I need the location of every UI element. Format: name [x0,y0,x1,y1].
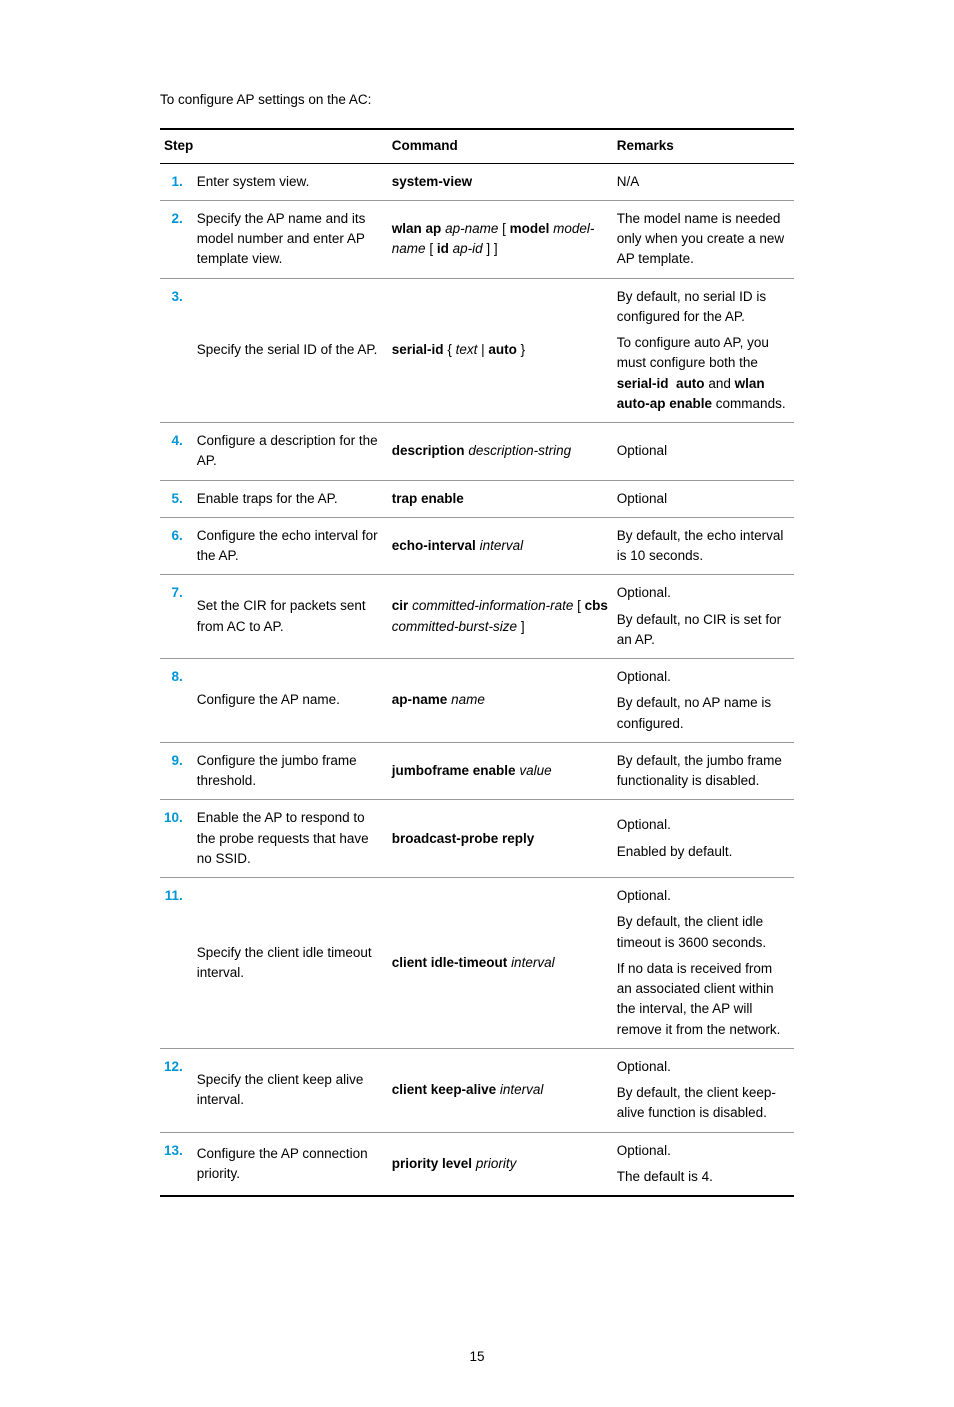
table-row: 12.Specify the client keep alive interva… [160,1048,794,1132]
intro-text: To configure AP settings on the AC: [160,90,794,110]
step-description: Enter system view. [193,163,388,200]
step-remarks: Optional [613,480,794,517]
step-remarks: The model name is needed only when you c… [613,200,794,278]
step-remarks: By default, the echo interval is 10 seco… [613,517,794,575]
step-remarks: Optional.By default, no CIR is set for a… [613,575,794,659]
step-description: Configure the jumbo frame threshold. [193,742,388,800]
page-number: 15 [160,1347,794,1367]
step-description: Set the CIR for packets sent from AC to … [193,575,388,659]
table-row: 4.Configure a description for the AP.des… [160,423,794,481]
step-number: 5. [160,480,193,517]
step-number: 8. [160,659,193,743]
step-number: 2. [160,200,193,278]
step-number: 13. [160,1132,193,1196]
table-row: 13.Configure the AP connection priority.… [160,1132,794,1196]
step-description: Specify the serial ID of the AP. [193,278,388,423]
table-row: 10.Enable the AP to respond to the probe… [160,800,794,878]
table-row: 3.Specify the serial ID of the AP.serial… [160,278,794,423]
step-description: Configure the AP name. [193,659,388,743]
step-remarks: Optional [613,423,794,481]
step-remarks: Optional.By default, the client idle tim… [613,878,794,1049]
step-number: 7. [160,575,193,659]
step-command: echo-interval interval [388,517,613,575]
header-step: Step [160,129,388,163]
step-number: 6. [160,517,193,575]
step-command: trap enable [388,480,613,517]
table-row: 5.Enable traps for the AP.trap enableOpt… [160,480,794,517]
step-description: Specify the client idle timeout interval… [193,878,388,1049]
step-remarks: By default, no serial ID is configured f… [613,278,794,423]
step-command: client keep-alive interval [388,1048,613,1132]
step-number: 10. [160,800,193,878]
step-remarks: By default, the jumbo frame functionalit… [613,742,794,800]
header-command: Command [388,129,613,163]
step-description: Specify the AP name and its model number… [193,200,388,278]
step-description: Enable the AP to respond to the probe re… [193,800,388,878]
step-command: broadcast-probe reply [388,800,613,878]
step-number: 9. [160,742,193,800]
step-description: Configure a description for the AP. [193,423,388,481]
step-remarks: Optional.The default is 4. [613,1132,794,1196]
table-row: 1.Enter system view.system-viewN/A [160,163,794,200]
step-description: Enable traps for the AP. [193,480,388,517]
step-command: client idle-timeout interval [388,878,613,1049]
step-command: description description-string [388,423,613,481]
step-command: serial-id { text | auto } [388,278,613,423]
step-number: 3. [160,278,193,423]
table-row: 7.Set the CIR for packets sent from AC t… [160,575,794,659]
step-command: system-view [388,163,613,200]
step-command: wlan ap ap-name [ model model-name [ id … [388,200,613,278]
step-description: Specify the client keep alive interval. [193,1048,388,1132]
step-command: ap-name name [388,659,613,743]
table-row: 6.Configure the echo interval for the AP… [160,517,794,575]
step-remarks: Optional.By default, no AP name is confi… [613,659,794,743]
header-remarks: Remarks [613,129,794,163]
step-remarks: Optional.Enabled by default. [613,800,794,878]
table-header-row: Step Command Remarks [160,129,794,163]
step-remarks: N/A [613,163,794,200]
table-row: 9.Configure the jumbo frame threshold.ju… [160,742,794,800]
step-number: 1. [160,163,193,200]
step-command: priority level priority [388,1132,613,1196]
step-number: 11. [160,878,193,1049]
table-row: 8.Configure the AP name.ap-name nameOpti… [160,659,794,743]
step-description: Configure the AP connection priority. [193,1132,388,1196]
table-row: 11.Specify the client idle timeout inter… [160,878,794,1049]
config-table: Step Command Remarks 1.Enter system view… [160,128,794,1197]
step-command: jumboframe enable value [388,742,613,800]
step-number: 12. [160,1048,193,1132]
step-remarks: Optional.By default, the client keep-ali… [613,1048,794,1132]
table-row: 2.Specify the AP name and its model numb… [160,200,794,278]
step-command: cir committed-information-rate [ cbs com… [388,575,613,659]
step-number: 4. [160,423,193,481]
step-description: Configure the echo interval for the AP. [193,517,388,575]
